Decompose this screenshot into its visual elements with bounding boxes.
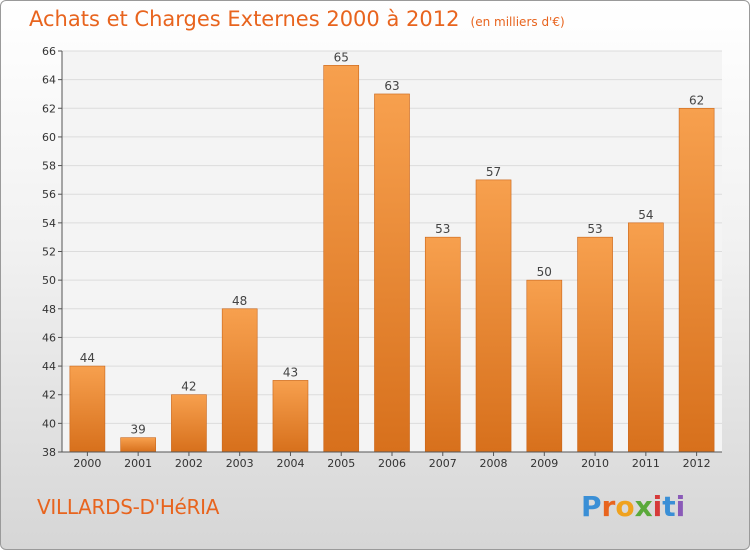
bar-value-label: 53	[587, 222, 602, 236]
bar	[424, 236, 461, 453]
logo-letter: x	[634, 490, 653, 523]
y-tick-label: 48	[42, 303, 56, 316]
bar	[374, 93, 410, 453]
x-tick-label: 2004	[276, 457, 304, 470]
bar	[69, 365, 106, 453]
logo-letter: r	[601, 490, 616, 523]
logo-letter: t	[662, 490, 676, 523]
chart-title: Achats et Charges Externes 2000 à 2012	[29, 7, 460, 31]
axes: 38 40 42 44 46 48 50 52 54 56 58 60 62 64 66 2000 2001 20…	[42, 45, 722, 470]
x-tick-label: 2009	[530, 457, 558, 470]
bar-value-label: 65	[334, 50, 349, 64]
bars: 44 39 42 48 43 65 63 53 57 50 53 54 62	[69, 50, 715, 453]
y-tick-label: 64	[42, 74, 56, 87]
bar	[628, 222, 664, 453]
y-tick-label: 42	[42, 389, 56, 402]
y-tick-label: 62	[42, 102, 56, 115]
bar	[221, 308, 258, 453]
y-tick-label: 54	[42, 217, 56, 230]
x-tick-label: 2008	[480, 457, 508, 470]
x-tick-label: 2012	[683, 457, 711, 470]
x-tick-label: 2001	[124, 457, 152, 470]
x-tick-label: 2011	[632, 457, 660, 470]
bar-value-label: 48	[232, 294, 247, 308]
proxiti-logo: Proxiti	[581, 490, 685, 523]
y-tick-label: 40	[42, 417, 56, 430]
y-tick-label: 46	[42, 331, 56, 344]
x-tick-label: 2007	[429, 457, 457, 470]
y-tick-label: 58	[42, 160, 56, 173]
bar	[323, 65, 360, 453]
bar-value-label: 63	[384, 79, 399, 93]
bar	[678, 107, 715, 453]
chart-unit: (en milliers d'€)	[470, 15, 565, 29]
bar-value-label: 62	[689, 93, 704, 107]
bar	[272, 380, 309, 453]
bar	[475, 179, 512, 453]
y-tick-label: 52	[42, 246, 56, 259]
bar-value-label: 53	[435, 222, 450, 236]
y-tick-label: 38	[42, 446, 56, 459]
x-tick-label: 2003	[226, 457, 254, 470]
logo-letter: i	[652, 490, 663, 523]
y-tick-label: 44	[42, 360, 56, 373]
bar	[577, 236, 613, 453]
bar-value-label: 44	[80, 351, 95, 365]
logo-letter: P	[581, 490, 602, 523]
title-row: Achats et Charges Externes 2000 à 2012 (…	[29, 7, 565, 31]
bar	[526, 279, 563, 453]
x-tick-label: 2005	[327, 457, 355, 470]
x-tick-label: 2000	[73, 457, 101, 470]
commune-name: VILLARDS-D'HéRIA	[37, 495, 220, 519]
bar-value-label: 43	[283, 365, 298, 379]
bar-value-label: 50	[537, 265, 552, 279]
bar	[120, 437, 156, 453]
x-tick-label: 2006	[378, 457, 406, 470]
y-tick-label: 60	[42, 131, 56, 144]
x-tick-label: 2010	[581, 457, 609, 470]
bar-value-label: 42	[181, 380, 196, 394]
bar-value-label: 39	[131, 423, 146, 437]
bar-value-label: 54	[638, 208, 653, 222]
bar-value-label: 57	[486, 165, 501, 179]
y-tick-label: 56	[42, 188, 56, 201]
logo-letter: o	[615, 490, 635, 523]
bar	[171, 394, 207, 453]
x-tick-label: 2002	[175, 457, 203, 470]
y-tick-label: 50	[42, 274, 56, 287]
logo-letter: i	[675, 490, 686, 523]
y-tick-label: 66	[42, 45, 56, 58]
